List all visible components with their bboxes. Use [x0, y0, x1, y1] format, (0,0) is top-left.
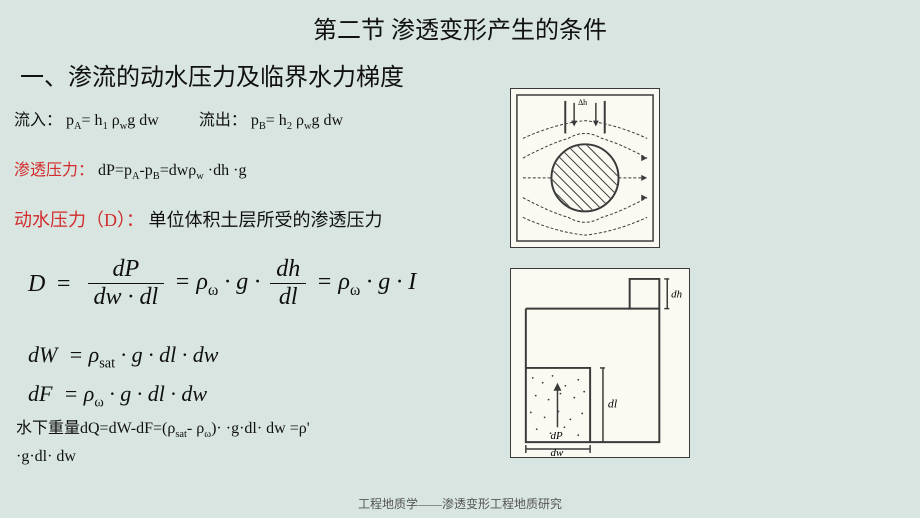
- dynamic-text: 单位体积土层所受的渗透压力: [149, 210, 383, 230]
- figure-1: Δh: [510, 88, 660, 248]
- equals-1: =: [55, 271, 71, 298]
- inflow-eq: pA= h1 ρwg dw: [66, 112, 159, 129]
- outflow-label: 流出：: [199, 112, 247, 129]
- frac2-num: dh: [270, 256, 306, 284]
- fig2-dh-label: dh: [671, 289, 682, 301]
- mid-1: = ρω · g ·: [174, 269, 260, 300]
- formula-D: D = dP dw · dl = ρω · g · dh dl = ρω · g…: [0, 238, 920, 323]
- page-footer: 工程地质学——渗透变形工程地质研究: [0, 495, 920, 512]
- dynamic-label: 动水压力（D）：: [14, 210, 144, 230]
- fig2-dp-label: dP: [551, 430, 563, 442]
- seepage-line: 渗透压力： dP=pA-pB=dwρw ·dh ·g: [0, 138, 920, 188]
- inflow-outflow-line: 流入： pA= h1 ρwg dw 流出： pB= h2 ρwg dw: [0, 100, 920, 138]
- outflow-eq: pB= h2 ρwg dw: [251, 112, 343, 129]
- dq-line-2: ·g·dl· dw: [0, 442, 920, 468]
- frac2-den: dl: [270, 284, 306, 313]
- dh-label-icon: Δh: [578, 98, 587, 107]
- frac1-den: dw · dl: [88, 284, 165, 313]
- dq-line-1: 水下重量dQ=dW-dF=(ρsat- ρω)· ·g·dl· dw =ρ': [0, 414, 920, 442]
- dW-eq: dW = ρsat · g · dl · dw: [0, 337, 920, 375]
- figure-2: dh dl dP dw: [510, 268, 690, 458]
- dF-eq: dF = ρω · g · dl · dw: [0, 376, 920, 414]
- frac-1: dP dw · dl: [88, 256, 165, 313]
- dynamic-line: 动水压力（D）： 单位体积土层所受的渗透压力: [0, 188, 920, 238]
- seepage-eq: dP=pA-pB=dwρw ·dh ·g: [98, 162, 246, 179]
- section-heading: 一、渗流的动水压力及临界水力梯度: [0, 45, 920, 100]
- frac-2: dh dl: [270, 256, 306, 313]
- page-title: 第二节 渗透变形产生的条件: [0, 0, 920, 45]
- seepage-label: 渗透压力：: [14, 162, 94, 179]
- inflow-label: 流入：: [14, 112, 62, 129]
- mid-2: = ρω · g · I: [316, 269, 416, 300]
- D-symbol: D: [28, 271, 45, 298]
- frac1-num: dP: [88, 256, 165, 284]
- fig2-dl-label: dl: [608, 397, 618, 411]
- fig2-dw-label: dw: [551, 447, 564, 457]
